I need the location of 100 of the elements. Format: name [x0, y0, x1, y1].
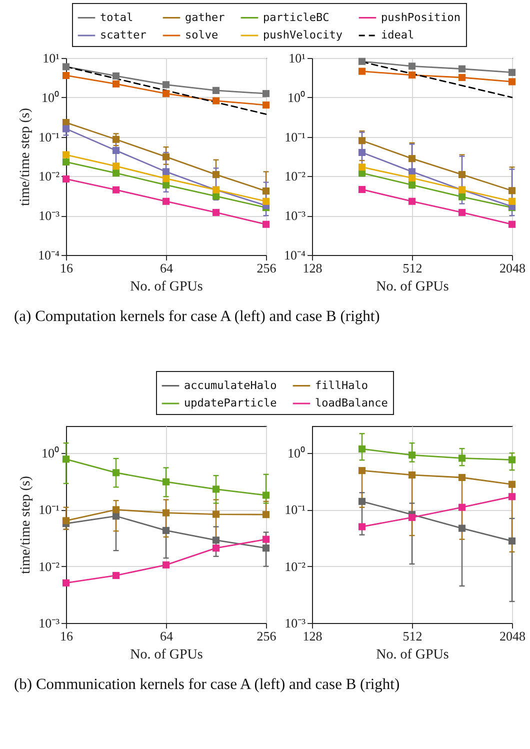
- point: [162, 198, 170, 205]
- y-tick-label: 10⁻⁴: [284, 248, 306, 262]
- point: [62, 63, 70, 70]
- point: [508, 198, 516, 205]
- point: [62, 158, 70, 166]
- point: [508, 78, 516, 86]
- legend-label: particleBC: [263, 10, 330, 24]
- x-tick-label: 2048: [500, 260, 526, 276]
- x-axis-title: No. of GPUs: [376, 280, 449, 294]
- legend-label: gather: [185, 10, 226, 24]
- point: [62, 517, 70, 524]
- point: [458, 74, 466, 82]
- point: [408, 198, 416, 205]
- point: [508, 456, 516, 464]
- point: [358, 58, 366, 65]
- x-axis-title: No. of GPUs: [376, 648, 449, 662]
- point: [62, 456, 70, 463]
- legend-label: scatter: [100, 28, 147, 42]
- point: [112, 506, 120, 514]
- point: [162, 90, 170, 98]
- point: [212, 510, 220, 518]
- y-tick-label: 10⁻³: [284, 208, 306, 224]
- legend-label: pushPosition: [381, 10, 460, 24]
- point: [212, 486, 220, 493]
- point: [112, 72, 120, 80]
- point: [262, 511, 270, 518]
- point: [212, 544, 220, 552]
- point: [508, 493, 516, 500]
- point: [162, 509, 170, 516]
- point: [408, 174, 416, 182]
- point: [62, 72, 70, 80]
- x-tick-label: 16: [60, 628, 74, 644]
- x-tick-label: 64: [160, 628, 174, 644]
- legend-label: ideal: [381, 28, 414, 42]
- point: [262, 536, 270, 543]
- point: [408, 168, 416, 176]
- point: [112, 162, 120, 170]
- x-tick-label: 256: [256, 260, 277, 276]
- point: [508, 480, 516, 488]
- x-tick-label: 128: [302, 260, 322, 276]
- point: [162, 526, 170, 534]
- point: [62, 151, 70, 158]
- point: [408, 452, 416, 459]
- x-tick-label: 512: [402, 260, 422, 276]
- y-tick-label: 10⁻¹: [38, 129, 60, 144]
- point: [112, 170, 120, 177]
- point: [262, 90, 270, 98]
- point: [358, 467, 366, 474]
- y-tick-label: 10⁻²: [38, 168, 60, 184]
- point: [408, 514, 416, 521]
- point: [458, 504, 466, 511]
- point: [358, 68, 366, 75]
- point: [112, 80, 120, 88]
- point: [262, 198, 270, 205]
- y-tick-label: 10⁻²: [284, 558, 306, 574]
- x-tick-label: 128: [302, 628, 322, 644]
- point: [458, 193, 466, 200]
- point: [508, 187, 516, 194]
- x-tick-label: 64: [160, 260, 174, 276]
- y-axis-title: time/time step (s): [18, 476, 34, 574]
- point: [212, 86, 220, 94]
- text: (a) Computation kernels for case A (left) and case B (right): [14, 307, 381, 326]
- point: [358, 445, 366, 452]
- point: [262, 102, 270, 109]
- point: [408, 155, 416, 162]
- legend-label: loadBalance: [315, 396, 388, 410]
- point: [358, 186, 366, 194]
- point: [408, 471, 416, 479]
- point: [162, 561, 170, 568]
- point: [212, 536, 220, 544]
- y-tick-label: 10¹: [42, 50, 60, 66]
- y-tick-label: 10⁻³: [38, 616, 60, 630]
- y-tick-label: 10⁰: [42, 90, 60, 105]
- legend-label: updateParticle: [184, 396, 277, 410]
- point: [262, 220, 270, 228]
- point: [458, 171, 466, 178]
- y-tick-label: 10⁻²: [38, 558, 60, 574]
- text: (b) Communication kernels for case A (left) and case B (right): [14, 675, 401, 694]
- x-tick-label: 16: [60, 260, 74, 276]
- point: [112, 572, 120, 580]
- y-axis-title: time/time step (s): [18, 108, 33, 206]
- point: [112, 186, 120, 194]
- point: [458, 208, 466, 216]
- point: [212, 171, 220, 178]
- point: [62, 125, 70, 132]
- x-tick-label: 2048: [500, 628, 526, 644]
- point: [358, 148, 366, 156]
- x-axis-title: No. of GPUs: [130, 280, 203, 294]
- point: [358, 137, 366, 144]
- point: [262, 492, 270, 499]
- point: [212, 208, 220, 216]
- legend-label: solve: [185, 28, 218, 42]
- point: [62, 175, 70, 183]
- point: [458, 454, 466, 462]
- point: [162, 168, 170, 176]
- point: [508, 537, 516, 545]
- y-tick-label: 10⁻¹: [284, 502, 306, 518]
- legend-label: pushVelocity: [263, 28, 343, 42]
- legend-label: fillHalo: [315, 378, 368, 392]
- point: [262, 188, 270, 195]
